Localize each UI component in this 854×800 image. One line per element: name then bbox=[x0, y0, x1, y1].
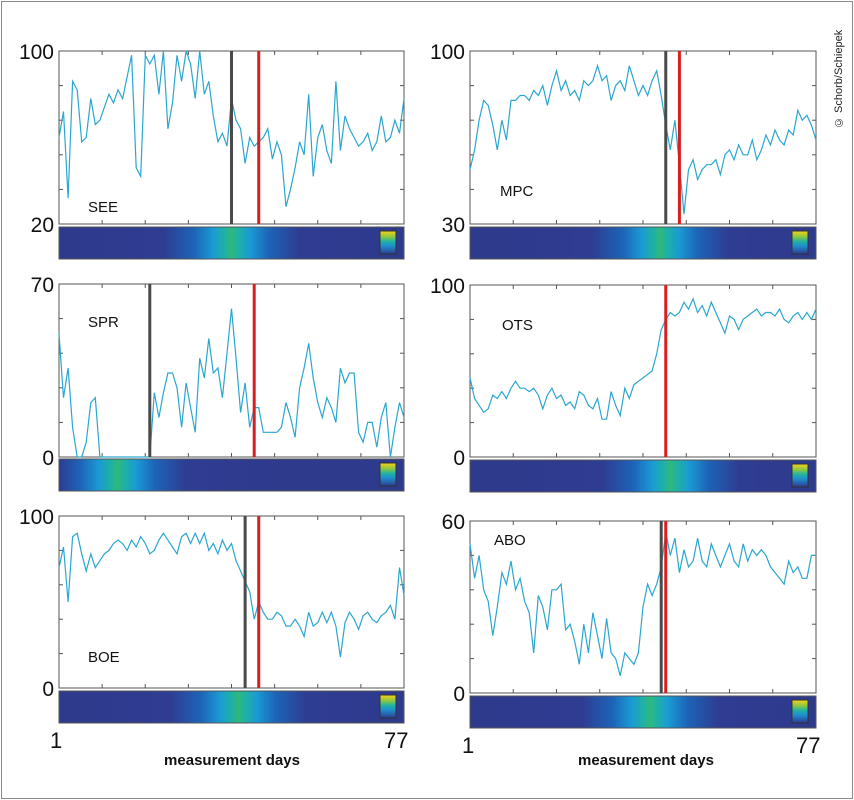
panel-label: SEE bbox=[88, 199, 118, 216]
panel-spr: 70 0 SPR bbox=[31, 274, 405, 492]
y-tick-label-max: 100 bbox=[430, 41, 465, 64]
heatmap-strip bbox=[58, 458, 405, 492]
y-tick-label-max: 100 bbox=[19, 41, 54, 64]
heatmap-strip bbox=[469, 459, 817, 493]
series-line-spr bbox=[58, 308, 405, 458]
x-tick-left-start: 1 bbox=[50, 728, 63, 753]
y-tick-label-max: 70 bbox=[31, 274, 54, 297]
y-tick-label-min: 0 bbox=[42, 678, 54, 701]
y-tick-label-max: 100 bbox=[19, 506, 54, 529]
y-tick-label-min: 0 bbox=[42, 447, 54, 470]
y-tick-label-max: 100 bbox=[430, 275, 465, 298]
x-tick-right-end: 77 bbox=[796, 733, 821, 758]
y-tick-label-min: 30 bbox=[442, 214, 465, 237]
y-tick-label-min: 0 bbox=[453, 447, 465, 470]
panel-label: ABO bbox=[494, 532, 526, 549]
heatmap-strip bbox=[469, 695, 817, 729]
plot-area bbox=[469, 284, 817, 458]
series-line-boe bbox=[58, 531, 405, 658]
x-axis-label-right: measurement days bbox=[578, 752, 714, 769]
panel-abo: 60 0 ABO bbox=[442, 511, 817, 729]
panel-ots: 100 0 OTS bbox=[430, 275, 817, 493]
series-line-ots bbox=[469, 297, 817, 420]
colorscale-legend bbox=[791, 699, 809, 724]
panel-boe: 100 0 BOE bbox=[19, 506, 405, 724]
x-tick-left-end: 77 bbox=[384, 728, 409, 753]
panel-mpc: 100 30 MPC bbox=[430, 41, 817, 260]
colorscale-legend bbox=[791, 463, 809, 488]
colorscale-legend bbox=[791, 230, 809, 255]
heatmap-strip bbox=[58, 226, 405, 260]
x-axis-label-left: measurement days bbox=[164, 752, 300, 769]
panel-label: BOE bbox=[88, 649, 120, 666]
colorscale-legend bbox=[379, 694, 397, 719]
x-tick-right-start: 1 bbox=[462, 733, 475, 758]
panel-label: OTS bbox=[502, 317, 533, 334]
colorscale-legend bbox=[379, 230, 397, 255]
series-line-abo bbox=[469, 532, 816, 676]
panel-label: SPR bbox=[88, 314, 119, 331]
plot-area bbox=[469, 50, 817, 225]
heatmap-strip bbox=[469, 226, 817, 260]
colorscale-legend bbox=[379, 462, 397, 487]
y-tick-label-max: 60 bbox=[442, 511, 465, 534]
y-tick-label-min: 20 bbox=[31, 214, 54, 237]
panel-label: MPC bbox=[500, 183, 534, 200]
y-tick-label-min: 0 bbox=[453, 683, 465, 706]
panel-see: 100 20 SEE bbox=[19, 41, 405, 260]
heatmap-strip bbox=[58, 690, 405, 724]
series-line-mpc bbox=[469, 63, 817, 215]
